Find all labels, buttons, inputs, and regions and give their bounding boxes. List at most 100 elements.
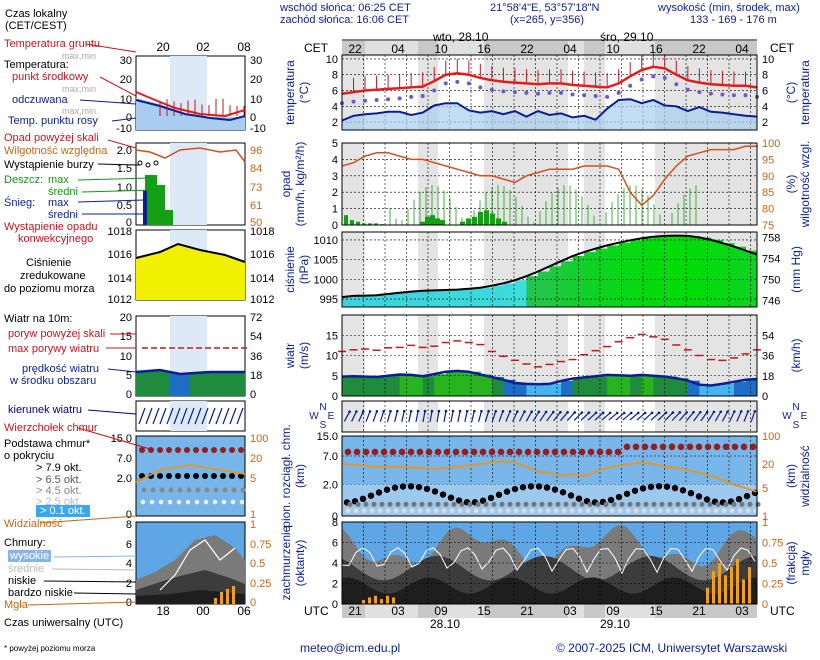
legend-cloud-base-dot <box>195 500 200 505</box>
cloud-top-label: Wierzchołek chmur <box>4 422 98 434</box>
cover-tick: 6 <box>332 538 338 550</box>
wind-arrow-head <box>733 410 736 413</box>
wind-arrow-head <box>376 410 379 413</box>
legend-cloud-top-dot <box>184 447 190 453</box>
cet-tick: 10 <box>434 42 448 56</box>
cloud-base-dot <box>704 496 710 502</box>
wind-arrow-head <box>487 410 490 413</box>
pressure-fill <box>365 296 377 307</box>
apparent-dot <box>582 93 586 97</box>
cloud-top-dot <box>363 449 370 456</box>
cloud-top-dot <box>480 449 487 456</box>
cloud-base-dot-25 <box>426 508 431 513</box>
pressure-fill <box>515 280 527 307</box>
cloud-base-dot <box>680 487 686 493</box>
apparent-label: odczuwana <box>12 94 68 106</box>
cloud-base-dot-25 <box>538 508 543 513</box>
cloud-base-dot-25 <box>474 508 479 513</box>
local-tick: 08 <box>237 40 251 54</box>
pressure-fill <box>526 276 538 307</box>
apparent-dot <box>617 91 621 95</box>
cloud-top-dot <box>624 444 631 451</box>
cloud-top-dot <box>750 444 757 451</box>
legend-temp-tick: 10 <box>120 94 132 106</box>
clouds-low-label: niskie <box>8 575 36 587</box>
cloud-top-dot <box>669 444 676 451</box>
temp-right-tick: 6 <box>762 86 768 98</box>
axis-title: (frakcja) <box>784 541 798 584</box>
cloud-top-dot <box>399 449 406 456</box>
pressure-fill <box>457 290 469 307</box>
legend-night-band <box>170 143 207 225</box>
cloud-base-dot-65 <box>555 502 560 507</box>
precip-tick: 3 <box>332 171 338 183</box>
frac-tick: 0.25 <box>762 579 783 591</box>
cloud-base-dot-65 <box>539 502 544 507</box>
cloud-base-dot-65 <box>347 502 352 507</box>
cloud-base-dot-25 <box>642 508 647 513</box>
cloud-base-dot-65 <box>683 502 688 507</box>
legend-frac-tick: 0.25 <box>250 578 271 590</box>
utc-tick: 21 <box>520 604 534 618</box>
wind-arrow-head <box>630 412 633 415</box>
cloud-base-dot-65 <box>611 502 616 507</box>
cloud-base-dot-65 <box>355 502 360 507</box>
pressure-fill <box>642 238 654 307</box>
legend-wind-tick: 18 <box>250 370 262 382</box>
cloud-base-dot-65 <box>747 502 752 507</box>
axis-title: (hPa) <box>297 255 311 284</box>
legend-snow-bar <box>143 190 147 225</box>
wind-arrow-head <box>685 411 688 414</box>
footer-email[interactable]: meteo@icm.edu.pl <box>300 642 400 654</box>
cloud-base-dot <box>552 486 558 492</box>
cloud-base-dot <box>696 493 702 499</box>
pressure-fill <box>550 266 562 307</box>
clouds-high-label: wysokie <box>8 550 51 562</box>
wind-arrow-head <box>452 410 455 413</box>
cloud-base-dot <box>496 492 502 498</box>
cloud-base-dot-25 <box>378 508 383 513</box>
precip-bar <box>478 212 483 225</box>
apparent-dot <box>444 81 448 85</box>
temp-left-tick: 2 <box>332 117 338 129</box>
legend-cloud-base-dot <box>186 500 191 505</box>
pressmm-tick: 750 <box>762 274 780 286</box>
legend-cloud-base-dot <box>169 488 174 493</box>
legend-wind-tick: 36 <box>250 351 262 363</box>
wind-arrow-head <box>369 410 372 413</box>
legend-cloud-base-dot <box>178 488 183 493</box>
pressure-label-2: zredukowane <box>20 270 85 282</box>
clouds-label: Chmury: <box>4 537 46 549</box>
cloud-base-dot-65 <box>627 502 632 507</box>
cloud-base-dot-65 <box>547 502 552 507</box>
wind-fill <box>423 376 435 396</box>
local-tick: 20 <box>156 40 170 54</box>
cloud-tick: 7.0 <box>323 451 338 463</box>
apparent-dot <box>501 89 505 93</box>
press-tick: 1005 <box>314 255 338 267</box>
cloud-base-dot-25 <box>466 508 471 513</box>
legend-press-tick: 1014 <box>108 273 132 285</box>
wind-dir-label: kierunek wiatru <box>8 404 82 416</box>
legend-wind-tick: 0 <box>250 389 256 401</box>
cloud-top-dot <box>741 444 748 451</box>
cloud-base-dot <box>488 495 494 501</box>
cloud-base-dot-65 <box>363 502 368 507</box>
wind-fill <box>584 377 596 396</box>
axis-title: zachmurzenie <box>279 525 293 600</box>
wind-fill <box>365 377 377 396</box>
wind-fill <box>665 377 677 396</box>
compass-letter: E <box>328 411 335 422</box>
okt-79-label: > 7.9 okt. <box>36 462 82 474</box>
cloud-base-dot-25 <box>730 508 735 513</box>
cloud-base-dot <box>544 484 550 490</box>
precip-bar <box>435 218 440 225</box>
cloud-base-dot <box>648 484 654 490</box>
legend-wind-tick: 20 <box>120 312 132 324</box>
cloud-base-dot-25 <box>754 508 759 513</box>
cloud-top-dot <box>615 449 622 456</box>
compass-letter: S <box>320 420 327 431</box>
pressure-fill <box>538 271 550 307</box>
axis-title: (°C) <box>297 82 311 103</box>
temp-left-tick: 8 <box>332 70 338 82</box>
